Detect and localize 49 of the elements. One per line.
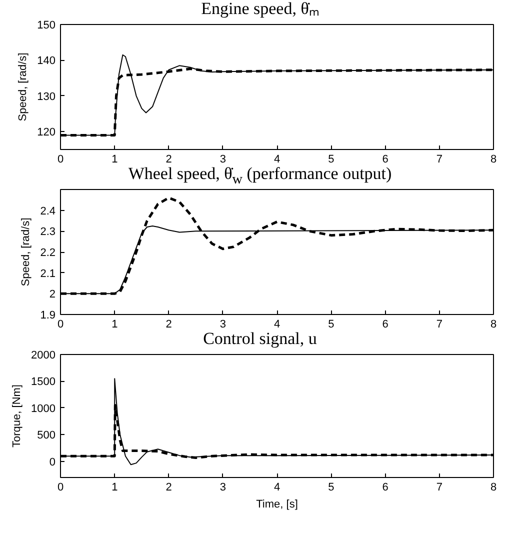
y-tick-label: 2.2: [40, 247, 56, 259]
x-tick-label: 0: [57, 482, 64, 494]
x-tick-label: 2: [166, 482, 172, 494]
x-tick-label: 0: [57, 154, 64, 166]
y-axis-title: Speed, [rad/s]: [17, 52, 30, 122]
y-tick-label: 1.9: [40, 310, 56, 322]
x-tick-label: 7: [436, 154, 442, 166]
x-tick-label: 3: [220, 318, 226, 330]
y-tick-label: 140: [37, 55, 56, 68]
x-tick-label: 3: [220, 482, 226, 494]
y-tick-label: 2000: [31, 350, 56, 362]
x-tick-label: 6: [382, 482, 388, 494]
x-tick-label: 3: [220, 154, 226, 166]
y-tick-label: 2.4: [40, 205, 56, 218]
x-tick-label: 6: [382, 154, 388, 166]
x-tick-label: 8: [490, 154, 497, 166]
x-tick-label: 5: [328, 318, 334, 330]
x-tick-label: 5: [328, 154, 334, 166]
y-tick-label: 120: [37, 126, 56, 139]
x-tick-label: 4: [274, 154, 280, 166]
chart-title: Control signal, u: [202, 329, 318, 348]
x-tick-label: 1: [112, 154, 118, 166]
y-tick-label: 1000: [31, 402, 56, 415]
x-tick-label: 1: [112, 482, 118, 494]
x-tick-label: 8: [490, 482, 497, 494]
chart-title: Engine speed, θ̇ₘ: [200, 0, 320, 18]
x-axis-title: Time, [s]: [256, 498, 298, 510]
x-tick-label: 0: [57, 318, 64, 330]
y-tick-label: 500: [37, 430, 56, 442]
x-tick-label: 2: [166, 154, 172, 166]
y-tick-label: 150: [37, 20, 56, 32]
x-tick-label: 1: [112, 318, 118, 330]
y-tick-label: 1500: [31, 376, 56, 388]
x-tick-label: 4: [274, 482, 280, 494]
y-tick-label: 2.1: [40, 268, 56, 280]
x-tick-label: 8: [490, 318, 497, 330]
x-tick-label: 2: [166, 318, 172, 330]
y-tick-label: 2: [49, 288, 56, 301]
y-axis-title: Speed, [rad/s]: [20, 218, 32, 286]
y-tick-label: 2.3: [40, 226, 56, 238]
x-tick-label: 7: [436, 318, 442, 330]
y-axis-title: Torque, [Nm]: [11, 384, 24, 448]
x-tick-label: 6: [382, 318, 388, 330]
x-tick-label: 7: [436, 482, 442, 494]
chart-title: Wheel speed, θ̇$_{w}$ (performance output): [127, 164, 393, 188]
x-tick-label: 5: [328, 482, 334, 494]
x-tick-label: 4: [274, 318, 280, 330]
y-tick-label: 130: [37, 90, 56, 103]
y-tick-label: 0: [49, 456, 56, 468]
